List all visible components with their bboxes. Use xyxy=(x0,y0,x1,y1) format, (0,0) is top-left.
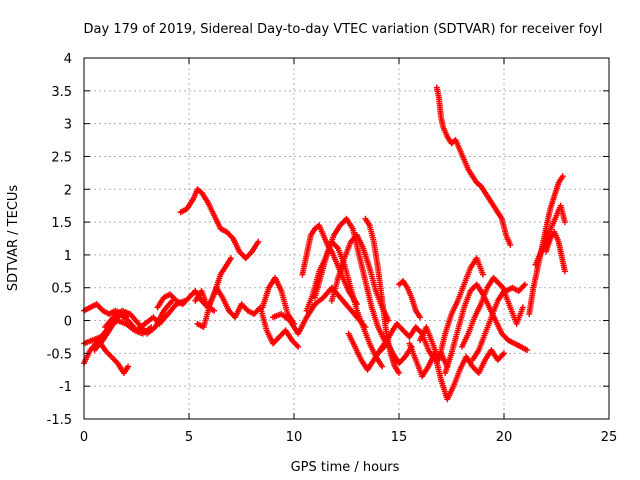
data-point xyxy=(522,281,528,288)
data-series xyxy=(417,255,486,363)
data-series xyxy=(469,288,526,363)
y-tick-label: 0.5 xyxy=(51,282,72,297)
data-series xyxy=(406,340,507,403)
data-point xyxy=(561,219,568,226)
grid-lines xyxy=(84,58,609,419)
data-point xyxy=(480,271,486,278)
data-point xyxy=(559,173,566,180)
data-series xyxy=(102,297,176,337)
y-tick-label: -1.5 xyxy=(47,413,72,428)
y-tick-label: 3 xyxy=(64,118,72,133)
y-tick-label: 0 xyxy=(64,315,72,330)
y-tick-label: -0.5 xyxy=(47,347,72,362)
x-tick-label: 5 xyxy=(185,430,193,445)
data-series xyxy=(543,228,568,275)
data-points xyxy=(81,84,568,403)
data-point xyxy=(255,238,262,245)
axis-ticks xyxy=(83,57,610,420)
data-series xyxy=(177,186,262,262)
data-point xyxy=(396,370,402,377)
x-tick-label: 10 xyxy=(286,430,303,445)
y-tick-label: -1 xyxy=(59,380,72,395)
data-point xyxy=(561,268,568,275)
data-point xyxy=(519,304,526,311)
data-point xyxy=(295,343,302,350)
data-point xyxy=(417,314,423,321)
y-tick-label: 2.5 xyxy=(51,150,72,165)
y-tick-label: 1 xyxy=(64,249,72,264)
plot-frame xyxy=(83,57,610,420)
data-series xyxy=(81,337,132,377)
data-series xyxy=(194,284,302,350)
data-series xyxy=(259,274,297,327)
data-point xyxy=(125,363,132,370)
data-series xyxy=(328,232,392,324)
data-point xyxy=(385,317,392,324)
data-series xyxy=(526,173,566,317)
data-point xyxy=(524,347,531,354)
data-point xyxy=(501,350,507,357)
x-tick-label: 0 xyxy=(80,430,88,445)
y-tick-label: 3.5 xyxy=(51,85,72,100)
y-tick-label: 4 xyxy=(64,52,72,67)
x-tick-label: 20 xyxy=(496,430,513,445)
data-point xyxy=(379,363,386,370)
data-series xyxy=(459,274,528,350)
x-axis-label: GPS time / hours xyxy=(291,460,400,475)
data-series xyxy=(396,278,423,321)
x-tick-label: 25 xyxy=(601,430,618,445)
y-tick-label: 2 xyxy=(64,183,72,198)
data-point xyxy=(507,242,514,249)
data-point xyxy=(228,255,234,262)
y-axis-label: SDTVAR / TECUs xyxy=(6,185,21,292)
data-series xyxy=(433,84,514,249)
tick-labels: 0 5 10 15 20 25 -1.5 -1 -0.5 0 0.5 1 1.5 2 2.5 3 3.5 4 xyxy=(47,52,618,445)
data-point xyxy=(211,307,218,314)
x-tick-label: 15 xyxy=(391,430,408,445)
y-tick-label: 1.5 xyxy=(51,216,72,231)
chart-title: Day 179 of 2019, Sidereal Day-to-day VTE… xyxy=(84,22,603,37)
